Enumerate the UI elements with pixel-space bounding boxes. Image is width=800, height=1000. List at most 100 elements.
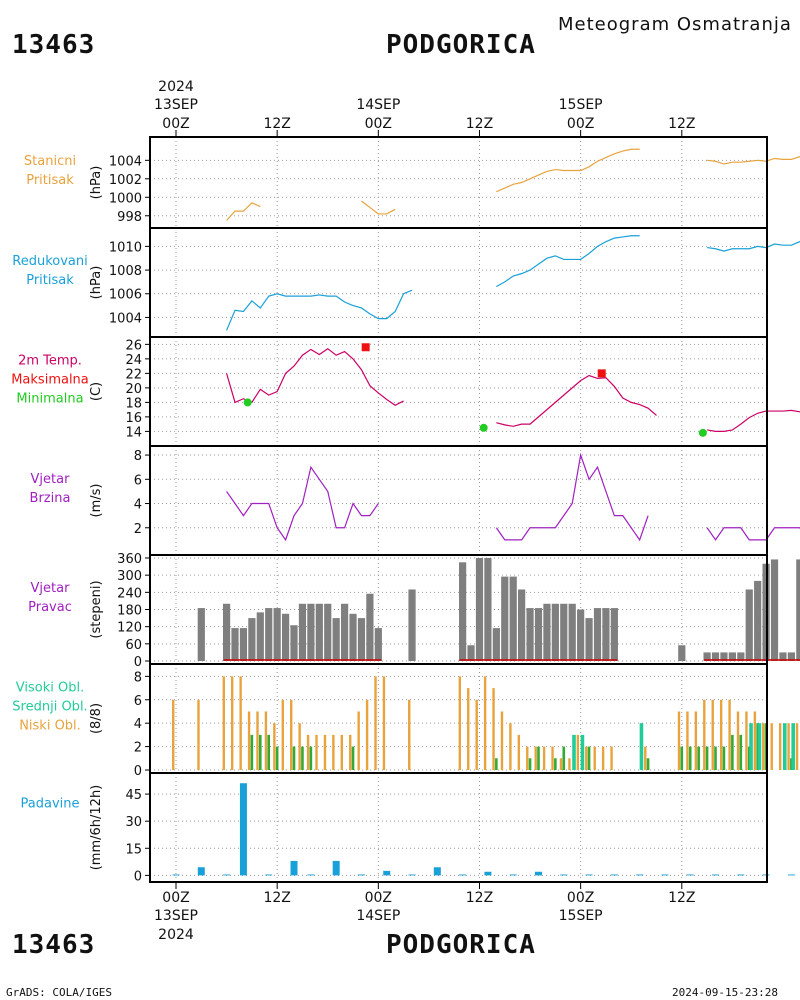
cloud-bar-niski — [526, 746, 529, 770]
cloud-bar-visoki — [749, 723, 753, 770]
wind-direction-bar — [551, 603, 559, 661]
cloud-bar-niski — [551, 746, 554, 770]
precipitation-bar — [585, 874, 593, 876]
wind-direction-bar — [374, 628, 382, 661]
cloud-bar-visoki — [639, 723, 644, 770]
y-tick-label: 0 — [134, 869, 142, 884]
x-tick-label-bottom-hour: 12Z — [668, 890, 695, 906]
cloud-bar-niski — [197, 699, 200, 770]
cloud-bar-srednji — [292, 746, 296, 770]
cloud-bar-niski — [644, 746, 647, 770]
cloud-bar-srednji — [646, 758, 650, 770]
y-tick-label: 20 — [125, 382, 142, 397]
min-temp-marker — [698, 428, 707, 437]
panel-label-temperatura: Maksimalna — [11, 373, 89, 388]
cloud-bar-niski — [357, 711, 360, 770]
wind-direction-bar — [779, 652, 787, 661]
precipitation-bar — [636, 874, 644, 876]
wind-direction-bar — [307, 603, 315, 661]
wind-direction-bar — [248, 618, 256, 661]
cloud-bar-srednji — [562, 746, 566, 770]
cloud-bar-niski — [298, 723, 301, 770]
cloud-bar-srednji — [705, 746, 709, 770]
precipitation-bar — [197, 867, 205, 876]
wind-direction-bar — [526, 608, 534, 661]
series-line-stanicni — [226, 202, 261, 221]
x-tick-label-top-hour: 12Z — [263, 116, 290, 132]
precipitation-bar — [265, 874, 273, 876]
panel-label-stanicni: Stanicni — [24, 154, 76, 169]
panel-label-redukovani: Redukovani — [12, 254, 87, 269]
precipitation-bar — [459, 874, 467, 876]
cloud-bar-niski — [770, 723, 773, 770]
cloud-bar-niski — [677, 711, 681, 770]
precipitation-bar — [332, 860, 340, 876]
y-tick-label: 14 — [125, 425, 142, 440]
series-line-temperatura — [226, 347, 404, 406]
wind-direction-bar — [273, 608, 281, 661]
cloud-bar-srednji — [697, 746, 700, 770]
cloud-bar-niski — [610, 746, 613, 770]
wind-direction-bar — [585, 618, 593, 661]
wind-direction-bar — [534, 608, 543, 661]
cloud-bar-niski — [585, 746, 588, 770]
precipitation-bar — [357, 874, 365, 876]
cloud-bar-srednji — [250, 734, 254, 770]
precipitation-bar — [484, 871, 492, 876]
cloud-bar-niski — [239, 676, 242, 770]
y-tick-label: 45 — [125, 788, 142, 803]
wind-direction-bar — [366, 593, 374, 661]
y-tick-label: 1000 — [109, 191, 142, 206]
wind-direction-bar — [467, 645, 475, 661]
precipitation-bar — [433, 867, 441, 876]
cloud-bar-niski — [467, 688, 470, 770]
cloud-bar-niski — [492, 688, 495, 770]
cloud-bar-visoki — [572, 734, 576, 770]
y-tick-label: 8 — [134, 449, 142, 464]
panel-frame-oblacnost — [149, 663, 768, 774]
y-tick-label: 8 — [134, 670, 142, 685]
cloud-bar-niski — [593, 746, 596, 770]
wind-direction-bar — [349, 613, 357, 661]
cloud-bar-srednji — [267, 734, 271, 770]
cloud-bar-niski — [736, 711, 740, 770]
cloud-bar-srednji — [587, 746, 591, 770]
y-tick-label: 120 — [117, 621, 142, 636]
wind-direction-bar — [265, 608, 273, 661]
x-tick-label-bottom-date: 13SEP — [154, 908, 198, 924]
wind-direction-bar — [408, 589, 416, 661]
x-tick-label-top-hour: 12Z — [668, 116, 695, 132]
cloud-bar-niski — [172, 699, 175, 770]
cloud-bar-niski — [374, 676, 377, 770]
y-tick-label: 6 — [134, 694, 142, 709]
wind-direction-bar — [745, 589, 753, 661]
y-axis-unit-label: (mm/6h/12h) — [89, 785, 104, 871]
cloud-bar-srednji — [680, 746, 684, 770]
wind-direction-bar — [475, 558, 484, 661]
series-line-vjetar_brzina — [706, 527, 800, 541]
precipitation-bar — [737, 874, 745, 876]
cloud-bar-visoki — [782, 723, 787, 770]
precipitation-bar — [239, 783, 247, 876]
cloud-bar-niski — [349, 734, 352, 770]
cloud-bar-visoki — [580, 734, 585, 770]
y-tick-label: 1004 — [109, 311, 142, 326]
y-axis-unit-label: (stepeni) — [89, 580, 104, 638]
wind-direction-bar — [593, 608, 602, 661]
cloud-bar-srednji — [528, 758, 532, 770]
panel-label-stanicni: Pritisak — [26, 173, 74, 188]
panel-frame-redukovani — [149, 227, 768, 338]
y-tick-label: 4 — [134, 498, 142, 513]
cloud-bar-niski — [762, 723, 765, 770]
wind-direction-bar — [298, 603, 307, 661]
x-tick-label-bottom-hour: 00Z — [567, 890, 594, 906]
cloud-bar-niski — [576, 734, 580, 770]
wind-direction-bar — [737, 652, 745, 661]
cloud-bar-srednji — [275, 746, 279, 770]
precipitation-bar — [534, 871, 542, 876]
precipitation-bar — [383, 870, 391, 876]
x-tick-label-top-hour: 12Z — [466, 116, 493, 132]
wind-direction-bar — [501, 576, 509, 661]
y-tick-label: 1002 — [109, 173, 142, 188]
precipitation-bar — [787, 874, 795, 876]
